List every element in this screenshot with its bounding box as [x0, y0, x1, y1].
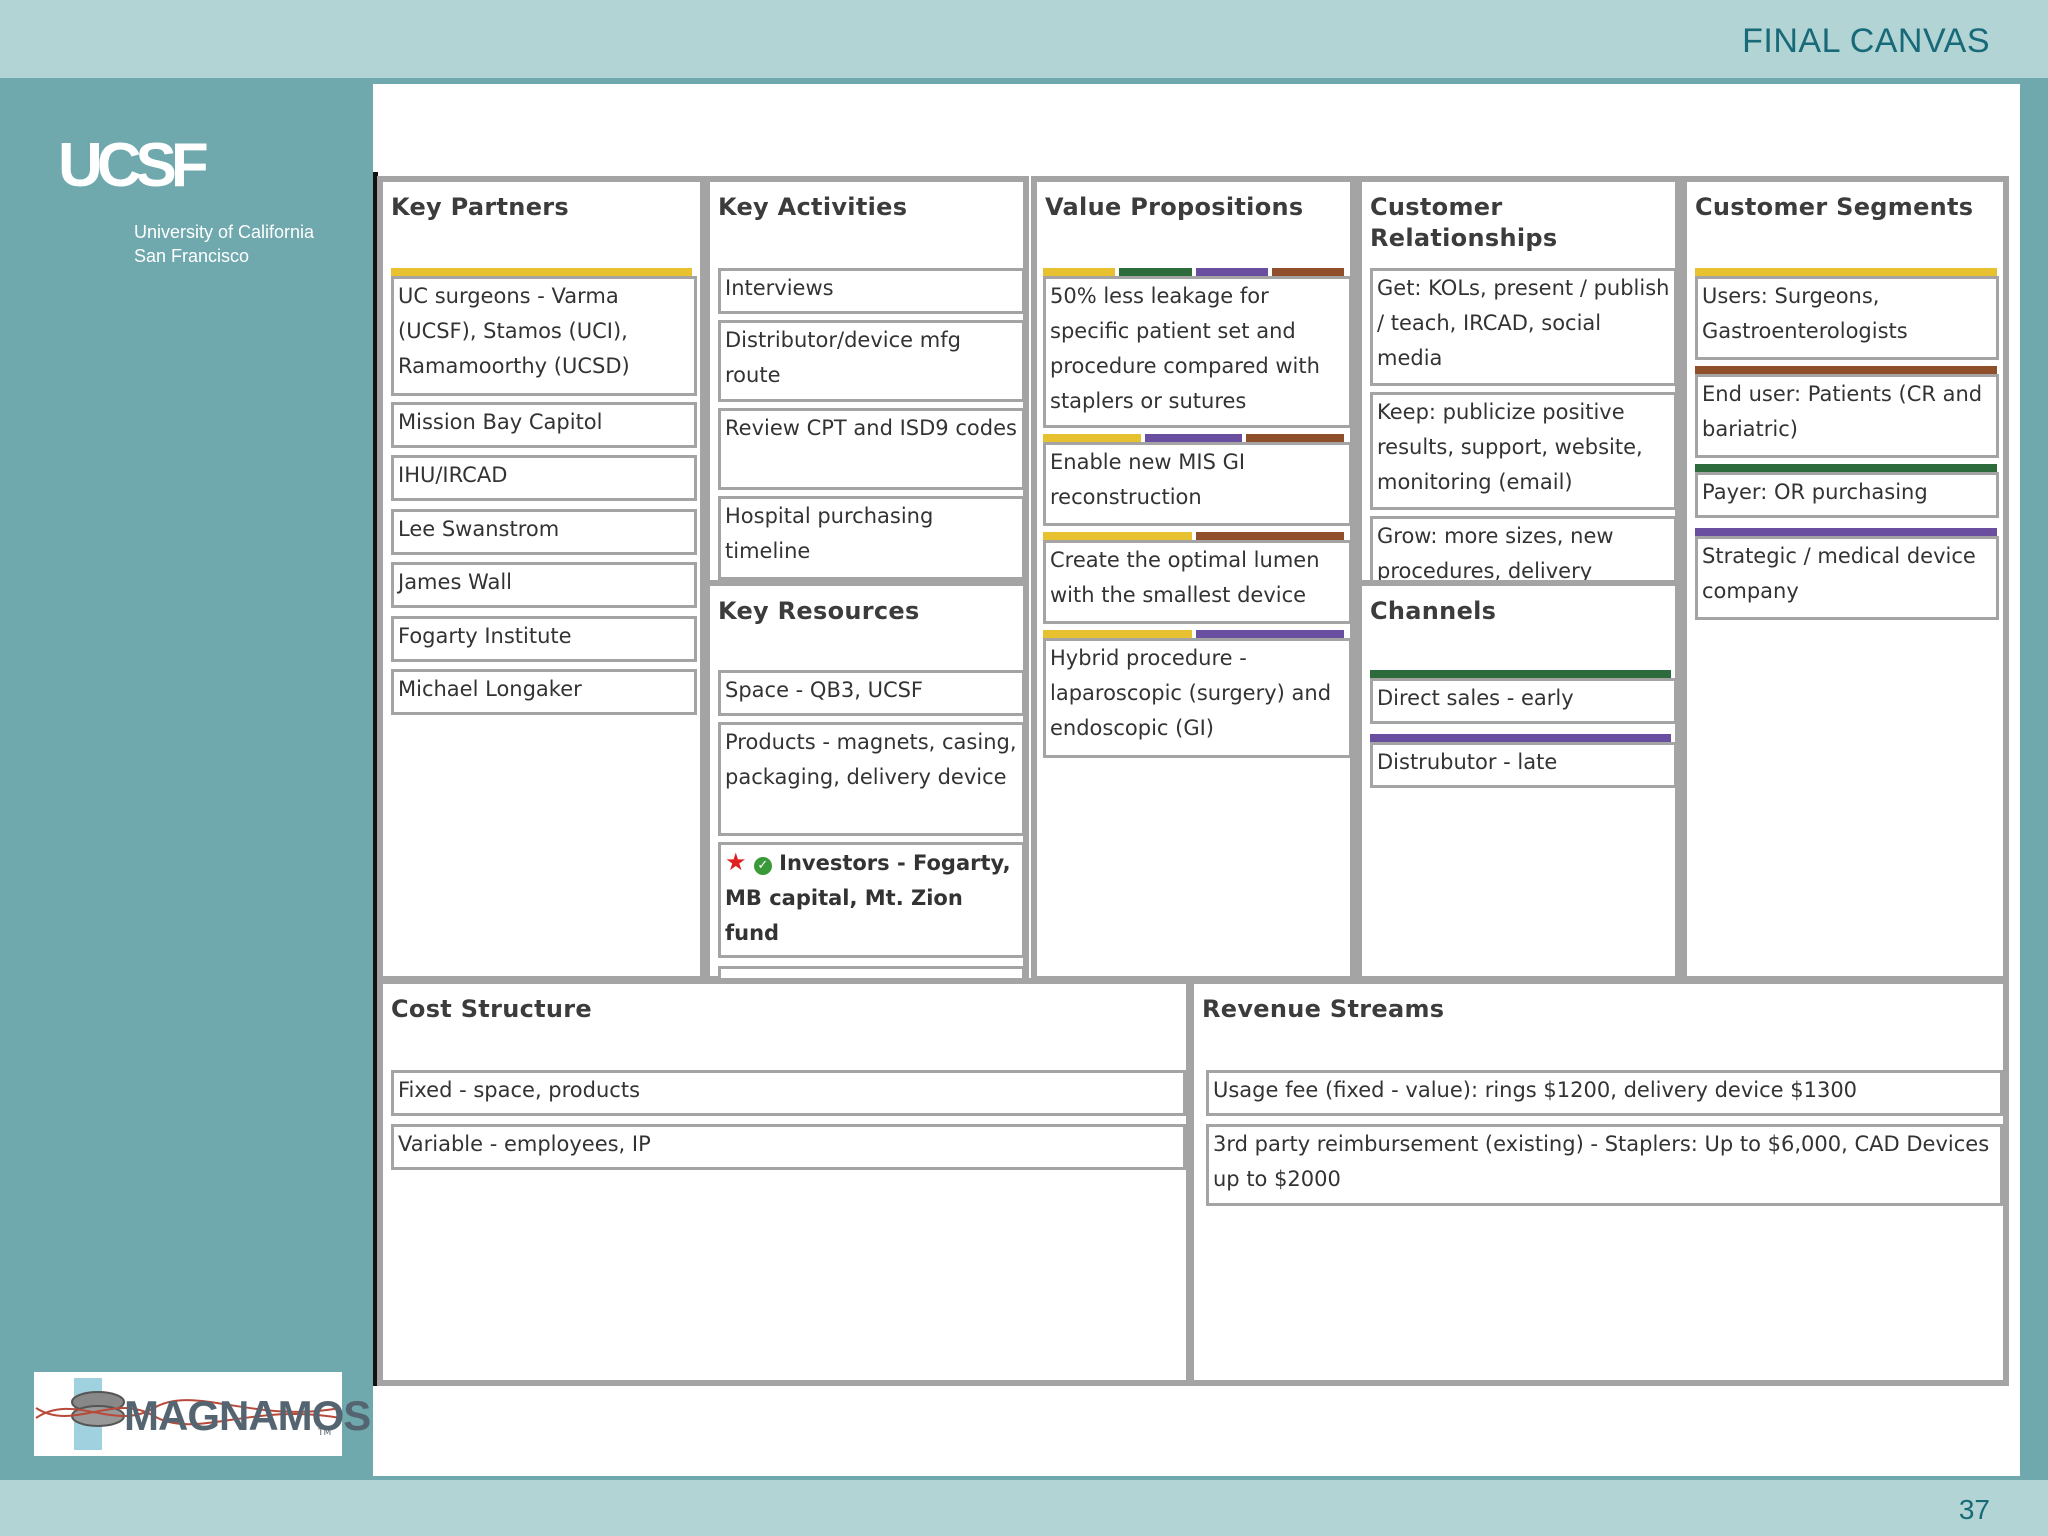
- note-card: Products - magnets, casing, packaging, d…: [718, 722, 1025, 836]
- note-card: Direct sales - early: [1370, 678, 1677, 724]
- note-card: Usage fee (fixed - value): rings $1200, …: [1206, 1070, 2003, 1116]
- note-card: Space - QB3, UCSF: [718, 670, 1025, 716]
- value-propositions-title: Value Propositions: [1045, 193, 1304, 221]
- note-card: 3rd party reimbursement (existing) - Sta…: [1206, 1124, 2003, 1206]
- customer-segments-title: Customer Segments: [1695, 193, 1974, 221]
- value-propositions-block: Value Propositions 50% less leakage for …: [1031, 176, 1356, 982]
- note-card: Mission Bay Capitol: [391, 402, 697, 448]
- revenue-streams-title: Revenue Streams: [1202, 995, 1445, 1023]
- university-name: University of California San Francisco: [134, 220, 314, 268]
- investors-text: Investors - Fogarty, MB capital, Mt. Zio…: [725, 851, 1011, 945]
- channels-title: Channels: [1370, 597, 1497, 625]
- note-card: Lee Swanstrom: [391, 509, 697, 555]
- key-activities-title: Key Activities: [718, 193, 908, 221]
- note-card: Hybrid procedure - laparoscopic (surgery…: [1043, 638, 1352, 758]
- note-card: Payer: OR purchasing: [1695, 472, 1999, 518]
- note-card: Users: Surgeons, Gastroenterologists: [1695, 276, 1999, 360]
- university-line-2: San Francisco: [134, 246, 250, 266]
- note-card: Strategic / medical device company: [1695, 536, 1999, 620]
- note-card: Keep: publicize positive results, suppor…: [1370, 392, 1677, 510]
- cost-structure-title: Cost Structure: [391, 995, 592, 1023]
- note-card: Michael Longaker: [391, 669, 697, 715]
- key-partners-title: Key Partners: [391, 193, 569, 221]
- note-card: Fogarty Institute: [391, 616, 697, 662]
- revenue-streams-block: Revenue Streams Usage fee (fixed - value…: [1188, 978, 2009, 1386]
- note-card: Review CPT and ISD9 codes: [718, 408, 1025, 490]
- color-strip: [1695, 268, 1997, 276]
- note-card: Variable - employees, IP: [391, 1124, 1186, 1170]
- color-strip: [1695, 366, 1997, 374]
- note-card: UC surgeons - Varma (UCSF), Stamos (UCI)…: [391, 276, 697, 396]
- note-card: Distrubutor - late: [1370, 742, 1677, 788]
- canvas-left-border: [373, 172, 378, 1386]
- key-resources-title: Key Resources: [718, 597, 920, 625]
- color-strip: [1370, 670, 1671, 678]
- key-activities-block: Key Activities Interviews Distributor/de…: [704, 176, 1029, 586]
- footer-bar: [0, 1480, 2048, 1536]
- page-number: 37: [1958, 1494, 1990, 1525]
- color-strip: [1043, 630, 1344, 638]
- note-card: Create the optimal lumen with the smalle…: [1043, 540, 1352, 624]
- magnamosis-logo: MAGNAMOSIS TM: [34, 1372, 409, 1456]
- note-card: End user: Patients (CR and bariatric): [1695, 374, 1999, 458]
- slide-title: FINAL CANVAS: [1742, 22, 1990, 60]
- note-card: 50% less leakage for specific patient se…: [1043, 276, 1352, 428]
- color-strip: [1370, 734, 1671, 742]
- key-resources-block: Key Resources Space - QB3, UCSF Products…: [704, 580, 1029, 988]
- university-line-1: University of California: [134, 222, 315, 242]
- note-card: Interviews: [718, 268, 1025, 314]
- company-name: MAGNAMOSIS: [124, 1392, 409, 1439]
- sidebar: UCSF University of California San Franci…: [0, 78, 409, 1480]
- color-strip: [1043, 532, 1344, 540]
- color-strip: [391, 268, 692, 276]
- svg-text:UCSF: UCSF: [58, 138, 207, 200]
- trademark: TM: [318, 1428, 332, 1438]
- customer-relationships-title: Customer Relationships: [1370, 193, 1558, 252]
- note-card: Enable new MIS GI reconstruction: [1043, 442, 1352, 526]
- note-card: Fixed - space, products: [391, 1070, 1186, 1116]
- note-card: James Wall: [391, 562, 697, 608]
- note-card: Distributor/device mfg route: [718, 320, 1025, 402]
- channels-block: Channels Direct sales - early Distrubuto…: [1356, 580, 1681, 982]
- ucsf-logo: UCSF: [58, 138, 213, 200]
- note-card-investors: ★ ✓ Investors - Fogarty, MB capital, Mt.…: [718, 842, 1025, 958]
- customer-relationships-block: Customer Relationships Get: KOLs, presen…: [1356, 176, 1681, 592]
- color-strip: [1695, 464, 1997, 472]
- right-margin: [2020, 78, 2048, 1480]
- color-strip: [1043, 268, 1344, 276]
- key-partners-block: Key Partners UC surgeons - Varma (UCSF),…: [377, 176, 706, 982]
- star-icon: ★: [725, 848, 747, 876]
- note-card: IHU/IRCAD: [391, 455, 697, 501]
- note-card: Hospital purchasing timeline: [718, 496, 1025, 580]
- customer-segments-block: Customer Segments Users: Surgeons, Gastr…: [1681, 176, 2009, 982]
- cost-structure-block: Cost Structure Fixed - space, products V…: [377, 978, 1192, 1386]
- magnet-ring-icon: [35, 1378, 341, 1450]
- color-strip: [1043, 434, 1345, 442]
- check-icon: ✓: [753, 857, 772, 875]
- note-card: Get: KOLs, present / publish / teach, IR…: [1370, 268, 1677, 386]
- header-bar: [0, 0, 2048, 78]
- color-strip: [1695, 528, 1997, 536]
